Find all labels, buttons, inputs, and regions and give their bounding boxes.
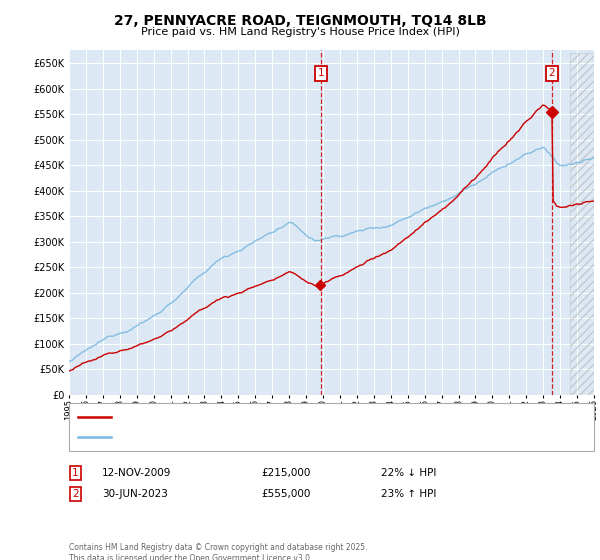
Text: 22% ↓ HPI: 22% ↓ HPI [381,468,436,478]
Text: £555,000: £555,000 [261,489,310,499]
Text: 27, PENNYACRE ROAD, TEIGNMOUTH, TQ14 8LB: 27, PENNYACRE ROAD, TEIGNMOUTH, TQ14 8LB [113,14,487,28]
Text: Contains HM Land Registry data © Crown copyright and database right 2025.
This d: Contains HM Land Registry data © Crown c… [69,543,367,560]
Text: HPI: Average price, detached house, Teignbridge: HPI: Average price, detached house, Teig… [117,432,355,442]
Text: 12-NOV-2009: 12-NOV-2009 [102,468,172,478]
Text: £215,000: £215,000 [261,468,310,478]
Text: 1: 1 [317,68,324,78]
Text: 1: 1 [72,468,79,478]
Text: Price paid vs. HM Land Registry's House Price Index (HPI): Price paid vs. HM Land Registry's House … [140,27,460,37]
Text: 2: 2 [72,489,79,499]
Text: 27, PENNYACRE ROAD, TEIGNMOUTH, TQ14 8LB (detached house): 27, PENNYACRE ROAD, TEIGNMOUTH, TQ14 8LB… [117,413,441,422]
Text: 2: 2 [548,68,555,78]
Text: 30-JUN-2023: 30-JUN-2023 [102,489,168,499]
Text: 23% ↑ HPI: 23% ↑ HPI [381,489,436,499]
